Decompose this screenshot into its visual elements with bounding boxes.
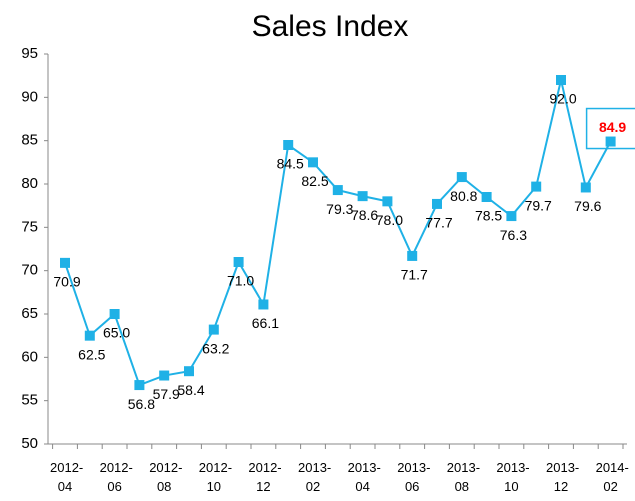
x-tick-label: 2012-08 <box>149 460 183 494</box>
data-label: 84.9 <box>599 119 626 135</box>
data-label: 78.0 <box>376 212 403 228</box>
y-tick-label: 70 <box>21 262 38 279</box>
y-tick-label: 75 <box>21 218 38 235</box>
data-label: 71.7 <box>401 267 428 283</box>
data-label: 82.5 <box>301 173 328 189</box>
data-label: 57.9 <box>153 386 180 402</box>
x-tick-label: 2013-12 <box>546 460 580 494</box>
line <box>64 79 612 387</box>
x-tick-label: 2013-02 <box>298 460 332 494</box>
data-label: 76.3 <box>500 227 527 243</box>
data-label: 65.0 <box>103 325 130 341</box>
marker <box>283 140 294 150</box>
marker <box>134 380 145 391</box>
marker <box>258 299 269 310</box>
data-label: 84.5 <box>277 156 304 172</box>
x-tick-label: 2013-10 <box>496 460 530 494</box>
marker <box>233 257 244 267</box>
marker <box>84 330 95 341</box>
data-label: 78.6 <box>351 207 378 223</box>
data-label: 79.7 <box>525 197 552 213</box>
marker <box>531 181 542 192</box>
data-label: 71.0 <box>227 273 254 289</box>
marker <box>332 185 343 196</box>
x-tick-label: 2014-02 <box>595 460 629 494</box>
marker <box>184 366 194 377</box>
marker <box>580 182 591 193</box>
data-label: 79.3 <box>326 201 353 217</box>
data-label: 78.5 <box>475 208 502 224</box>
marker <box>407 250 418 261</box>
x-tick-label: 2012-04 <box>50 460 84 494</box>
data-label: 80.8 <box>450 188 477 204</box>
marker <box>109 309 120 319</box>
marker <box>432 198 442 209</box>
data-label: 92.0 <box>549 91 576 107</box>
x-tick-label: 2012-12 <box>248 460 282 494</box>
marker <box>308 157 318 168</box>
data-label: 79.6 <box>574 198 601 214</box>
y-tick-label: 65 <box>21 305 38 322</box>
y-tick-label: 95 <box>21 45 38 62</box>
marker <box>456 172 467 183</box>
marker <box>60 257 70 268</box>
x-tick-label: 2012-10 <box>198 460 233 494</box>
marker <box>556 75 566 85</box>
marker <box>357 191 368 202</box>
data-label: 63.2 <box>202 340 229 356</box>
data-label: 58.4 <box>177 382 204 398</box>
y-tick-label: 90 <box>21 88 38 105</box>
x-tick-label: 2012-06 <box>99 460 133 494</box>
x-tick-label: 2013-06 <box>397 460 431 494</box>
y-tick-label: 55 <box>21 392 38 409</box>
highlight-box <box>585 107 635 150</box>
marker <box>506 211 517 222</box>
y-tick-label: 80 <box>21 175 38 192</box>
x-tick-label: 2013-08 <box>446 460 481 494</box>
data-label: 62.5 <box>78 346 105 362</box>
y-tick-label: 60 <box>21 348 38 365</box>
data-label: 66.1 <box>252 315 279 331</box>
x-tick-label: 2013-04 <box>347 460 381 494</box>
marker <box>605 136 616 147</box>
data-label: 77.7 <box>425 215 452 231</box>
chart-title: Sales Index <box>252 10 409 43</box>
data-label: 56.8 <box>128 396 155 412</box>
marker <box>481 192 492 202</box>
y-tick-label: 85 <box>21 132 38 149</box>
marker <box>159 370 170 381</box>
marker <box>382 196 393 207</box>
marker <box>208 324 219 335</box>
y-tick-label: 50 <box>21 435 38 452</box>
data-label: 70.9 <box>53 274 80 290</box>
